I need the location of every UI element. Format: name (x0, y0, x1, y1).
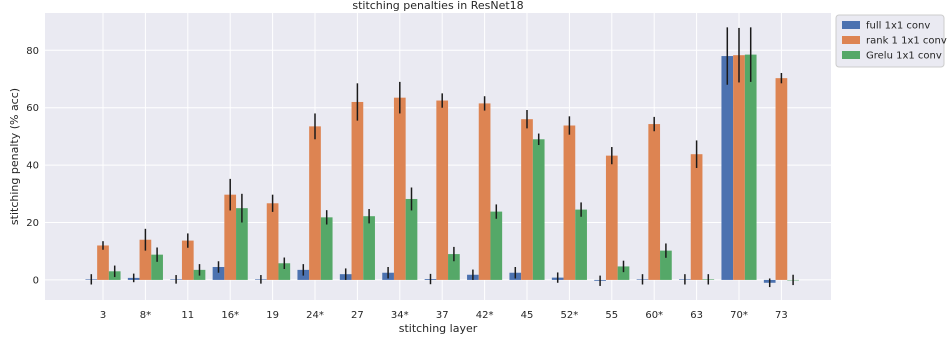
bar (97, 245, 109, 280)
bar (563, 125, 576, 280)
y-tick-label: 40 (26, 161, 39, 172)
bar (139, 239, 152, 280)
bar (490, 211, 503, 280)
bar (660, 250, 672, 280)
bar (224, 194, 237, 280)
bar (151, 254, 163, 280)
bars (85, 54, 799, 283)
error-bars (90, 27, 794, 288)
x-tick-label: 19 (266, 310, 279, 321)
bar (405, 198, 418, 280)
bar (363, 216, 375, 280)
legend-frame (835, 14, 945, 68)
legend-label: Grelu 1x1 conv (866, 51, 942, 62)
x-tick-label: 63 (690, 310, 703, 321)
bar (351, 101, 364, 280)
legend-swatch (842, 21, 860, 29)
bar (266, 203, 279, 280)
x-tick-label: 3 (100, 310, 106, 321)
x-tick-label: 11 (181, 310, 194, 321)
bar (690, 154, 703, 280)
bar (309, 126, 321, 280)
x-tick-label: 24* (306, 310, 324, 321)
bar (393, 97, 406, 280)
chart-title: stitching penalties in ResNet18 (352, 0, 523, 12)
legend-swatch (842, 51, 860, 59)
x-tick-label: 52* (561, 310, 579, 321)
x-tick-label: 45 (521, 310, 534, 321)
bar (733, 55, 745, 280)
bar (532, 139, 545, 280)
bar (320, 217, 333, 280)
x-tick-label: 70* (730, 310, 748, 321)
legend-swatch (842, 36, 860, 44)
x-tick-label: 73 (775, 310, 788, 321)
y-axis-label: stitching penalty (% acc) (8, 88, 21, 225)
bar (181, 240, 194, 280)
bar (617, 266, 630, 280)
y-tick-label: 20 (26, 218, 39, 229)
x-axis-label: stitching layer (399, 322, 478, 335)
bar (236, 208, 248, 280)
legend: full 1x1 conv rank 1 1x1 conv Grelu 1x1 co… (835, 14, 947, 68)
bar (775, 78, 788, 280)
y-tick-label: 80 (26, 46, 39, 57)
x-tick-label: 34* (391, 310, 409, 321)
bar (575, 209, 587, 280)
bar (278, 263, 291, 280)
bar (521, 119, 533, 280)
x-tick-labels: 3 8* 11 16* 19 24* 27 34* 37 42* 45 52* 55 60* 63 70* 73 (100, 310, 788, 321)
x-tick-label: 27 (351, 310, 364, 321)
y-tick-label: 0 (33, 275, 39, 286)
bar (436, 100, 449, 280)
y-tick-label: 60 (26, 103, 39, 114)
legend-label: rank 1 1x1 conv (866, 36, 947, 47)
bar (744, 54, 757, 280)
x-tick-label: 55 (605, 310, 618, 321)
x-tick-label: 42* (476, 310, 494, 321)
bar (478, 103, 491, 280)
bar (721, 56, 734, 280)
x-tick-label: 37 (436, 310, 449, 321)
bar (605, 155, 618, 280)
bar (212, 266, 225, 280)
legend-label: full 1x1 conv (866, 21, 930, 32)
y-tick-labels: 0 20 40 60 80 (26, 46, 39, 287)
x-tick-label: 16* (221, 310, 239, 321)
x-tick-label: 8* (140, 310, 151, 321)
bar (648, 124, 661, 280)
x-tick-label: 60* (645, 310, 663, 321)
bar (448, 254, 460, 280)
